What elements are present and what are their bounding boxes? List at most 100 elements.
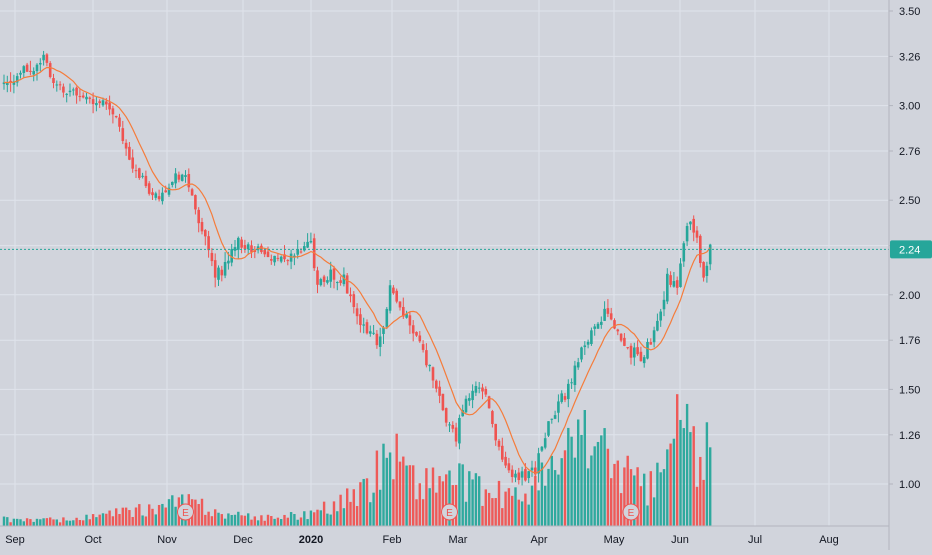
volume-bar xyxy=(108,510,111,526)
candle-body xyxy=(303,246,306,251)
volume-bar xyxy=(692,426,695,526)
candle-body xyxy=(177,174,181,180)
candle-body xyxy=(276,257,280,259)
candle-body xyxy=(359,314,362,326)
candle-body xyxy=(273,255,276,263)
candle-body xyxy=(45,54,49,63)
volume-bar xyxy=(62,517,65,526)
candle-body xyxy=(408,315,412,326)
volume-bar xyxy=(514,487,517,526)
candle-body xyxy=(95,103,98,106)
candle-body xyxy=(286,260,290,262)
volume-bar xyxy=(161,503,164,526)
candle-body xyxy=(190,189,194,196)
volume-bar xyxy=(643,473,646,526)
grid xyxy=(0,0,888,526)
candle-body xyxy=(675,280,679,288)
candle-body xyxy=(524,469,527,481)
price-tick-label: 3.50 xyxy=(899,6,920,18)
candle-body xyxy=(339,280,342,283)
candle-body xyxy=(279,256,283,262)
volume-bar xyxy=(666,449,669,526)
candle-body xyxy=(372,332,375,334)
price-tick-label: 2.00 xyxy=(899,290,920,302)
time-tick-label: May xyxy=(604,534,625,546)
candle-body xyxy=(230,249,233,263)
time-tick-label: Apr xyxy=(530,534,547,546)
candle-body xyxy=(289,253,293,262)
candle-body xyxy=(491,411,494,425)
candle-body xyxy=(567,383,570,400)
candle-body xyxy=(15,76,19,83)
volume-bar xyxy=(6,517,9,526)
volume-bar xyxy=(174,506,177,526)
volume-bar xyxy=(573,457,577,526)
volume-bar xyxy=(557,474,560,526)
volume-bar xyxy=(12,518,16,526)
volume-bar xyxy=(22,521,25,526)
volume-bar xyxy=(679,419,682,526)
volume-bar xyxy=(32,521,35,526)
candle-body xyxy=(580,347,583,360)
candle-body xyxy=(659,311,662,321)
candle-body xyxy=(253,250,257,252)
volume-bar xyxy=(329,514,332,526)
volume-bar xyxy=(138,504,141,526)
candle-body xyxy=(405,314,408,318)
volume-bar xyxy=(487,492,491,526)
candle-body xyxy=(283,254,286,260)
volume-bar xyxy=(247,513,250,526)
volume-bar xyxy=(230,514,233,526)
candle-body xyxy=(32,71,35,75)
candle-body xyxy=(692,218,695,233)
volume-bar xyxy=(214,509,217,526)
volume-bar xyxy=(52,519,55,526)
candle-body xyxy=(369,331,372,334)
candle-body xyxy=(55,84,59,86)
volume-bar xyxy=(306,519,309,526)
candle-body xyxy=(428,364,431,367)
volume-bar xyxy=(144,516,148,526)
candle-body xyxy=(128,146,131,160)
volume-bar xyxy=(16,518,19,526)
candle-body xyxy=(418,335,422,342)
volume-bar xyxy=(517,499,520,526)
candle-body xyxy=(560,393,563,402)
candle-body xyxy=(619,333,623,341)
volume-bar xyxy=(9,522,12,526)
volume-bar xyxy=(606,448,610,526)
last-price-label: 2.24 xyxy=(899,244,920,256)
volume-bar xyxy=(131,516,134,526)
candle-body xyxy=(586,341,590,345)
candle-body xyxy=(606,308,610,314)
candle-body xyxy=(260,245,263,253)
candle-body xyxy=(494,423,497,441)
volume-bar xyxy=(55,519,58,526)
candle-body xyxy=(438,386,441,396)
candle-body xyxy=(448,424,451,426)
candle-body xyxy=(233,247,237,251)
volume-bar xyxy=(507,488,511,526)
candle-body xyxy=(501,445,504,460)
volume-bar xyxy=(705,422,709,526)
candle-body xyxy=(68,90,72,93)
volume-bar xyxy=(570,436,573,526)
candle-body xyxy=(534,467,537,475)
volume-bar xyxy=(425,468,428,526)
candle-body xyxy=(98,101,101,104)
price-axis[interactable]: 3.503.263.002.762.502.262.001.761.501.26… xyxy=(888,0,920,550)
volume-bar xyxy=(646,505,649,526)
candle-body xyxy=(543,438,547,448)
candle-body xyxy=(382,327,385,334)
time-axis[interactable]: Sep Oct Nov Dec 2020 Feb Mar Apr May Jun Jul Aug xyxy=(0,525,889,546)
candle-body xyxy=(705,265,709,276)
volume-bar xyxy=(524,493,527,526)
volume-bar xyxy=(75,517,78,526)
volume-bar xyxy=(233,514,237,526)
candle-body xyxy=(349,294,352,297)
candle-body xyxy=(134,170,138,172)
time-tick-label: Jun xyxy=(671,534,689,546)
candle-body xyxy=(573,365,577,386)
